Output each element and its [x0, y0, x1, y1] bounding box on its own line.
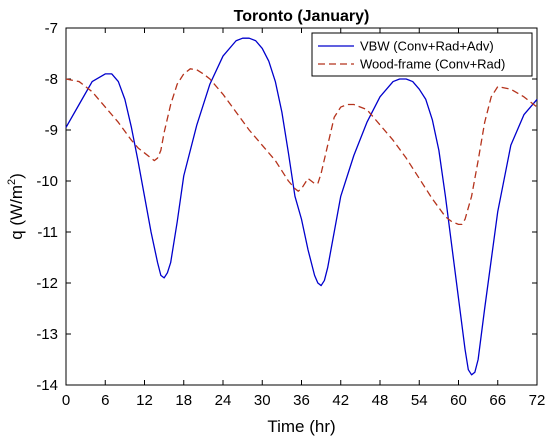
- legend-label-vbw: VBW (Conv+Rad+Adv): [360, 39, 494, 54]
- x-tick-label: 6: [101, 392, 109, 409]
- legend: VBW (Conv+Rad+Adv) Wood-frame (Conv+Rad): [311, 32, 533, 77]
- chart-title: Toronto (January): [234, 8, 370, 25]
- legend-box: [311, 32, 533, 77]
- y-tick-label: -12: [36, 275, 58, 292]
- series-line-wood-frame: [65, 68, 538, 226]
- y-tick-label: -11: [37, 224, 58, 241]
- x-tick-label: 24: [215, 392, 232, 409]
- series-layer: [65, 37, 538, 376]
- x-tick-label: 48: [372, 392, 389, 409]
- x-tick-label: 42: [332, 392, 349, 409]
- plot-frame: [65, 27, 538, 386]
- x-tick-label: 30: [254, 392, 271, 409]
- y-axis: -14 -13 -12 -11 -10 -9 -8 -7: [36, 20, 537, 394]
- x-axis: 0 6 12 18 24 30 36 42 48 54 60 66 72: [62, 28, 546, 409]
- x-tick-label: 36: [293, 392, 310, 409]
- y-axis-title-superscript: 2: [6, 179, 18, 185]
- y-axis-title-main: q (W/m: [7, 185, 26, 240]
- plot-area: [65, 27, 538, 386]
- y-tick-label: -10: [36, 173, 58, 190]
- y-tick-label: -7: [45, 20, 58, 37]
- x-tick-label: 12: [136, 392, 153, 409]
- y-axis-title-close: ): [7, 173, 26, 179]
- legend-label-wood-frame: Wood-frame (Conv+Rad): [360, 57, 505, 72]
- y-tick-label: -8: [45, 71, 58, 88]
- x-tick-label: 60: [450, 392, 467, 409]
- x-axis-title: Time (hr): [267, 417, 335, 436]
- x-tick-label: 72: [529, 392, 546, 409]
- x-tick-label: 18: [175, 392, 192, 409]
- x-tick-label: 66: [489, 392, 506, 409]
- y-tick-label: -13: [36, 326, 58, 343]
- x-tick-label: 54: [411, 392, 428, 409]
- y-tick-label: -14: [36, 377, 58, 394]
- series-line-vbw: [65, 37, 538, 376]
- x-tick-label: 0: [62, 392, 70, 409]
- y-tick-label: -9: [45, 122, 58, 139]
- y-axis-title: q (W/m2): [6, 173, 26, 240]
